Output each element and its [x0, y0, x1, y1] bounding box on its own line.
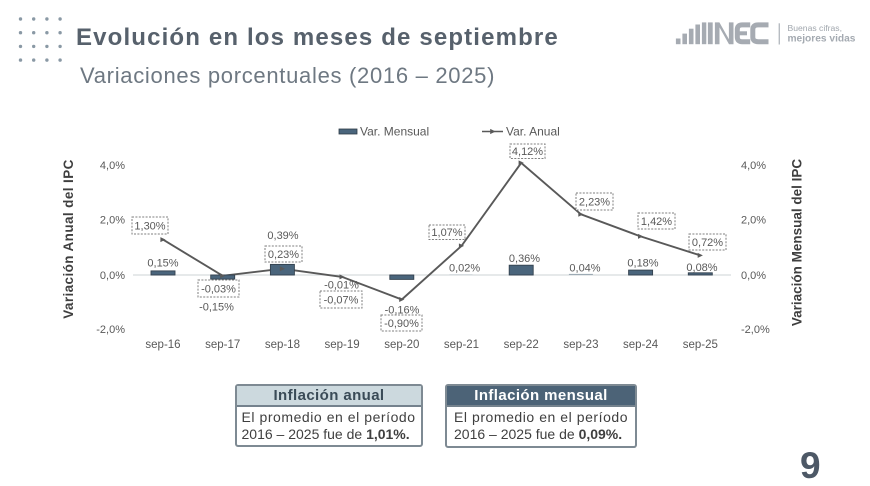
- svg-text:-0,03%: -0,03%: [201, 284, 236, 296]
- svg-text:0,18%: 0,18%: [627, 258, 658, 270]
- svg-text:sep-22: sep-22: [504, 339, 539, 351]
- svg-text:mejores vidas: mejores vidas: [788, 33, 856, 44]
- svg-text:0,72%: 0,72%: [692, 237, 723, 249]
- svg-text:sep-21: sep-21: [444, 339, 479, 351]
- svg-text:1,42%: 1,42%: [641, 216, 672, 228]
- svg-text:4,0%: 4,0%: [100, 160, 125, 172]
- svg-text:-0,07%: -0,07%: [324, 295, 359, 307]
- svg-text:sep-20: sep-20: [384, 339, 419, 351]
- svg-text:-0,01%: -0,01%: [324, 280, 359, 292]
- svg-text:Variación Mensual del IPC: Variación Mensual del IPC: [790, 159, 805, 327]
- svg-text:0,23%: 0,23%: [268, 249, 299, 261]
- svg-text:0,39%: 0,39%: [267, 230, 298, 242]
- svg-text:sep-24: sep-24: [623, 339, 659, 351]
- svg-text:sep-19: sep-19: [325, 339, 360, 351]
- svg-text:2,23%: 2,23%: [579, 197, 610, 209]
- svg-text:0,02%: 0,02%: [449, 263, 480, 275]
- svg-text:sep-16: sep-16: [145, 339, 180, 351]
- svg-text:sep-23: sep-23: [563, 339, 598, 351]
- svg-text:2,0%: 2,0%: [100, 214, 125, 226]
- svg-text:Var. Mensual: Var. Mensual: [360, 125, 429, 139]
- svg-text:sep-18: sep-18: [265, 339, 300, 351]
- svg-text:-0,15%: -0,15%: [199, 302, 234, 314]
- svg-text:Buenas cifras,: Buenas cifras,: [788, 23, 842, 33]
- svg-text:0,08%: 0,08%: [686, 262, 717, 274]
- svg-text:0,15%: 0,15%: [147, 258, 178, 270]
- svg-text:0,0%: 0,0%: [100, 270, 125, 282]
- svg-text:1,30%: 1,30%: [134, 221, 165, 233]
- svg-text:4,0%: 4,0%: [741, 160, 766, 172]
- svg-text:-0,16%: -0,16%: [385, 305, 420, 317]
- svg-text:0,36%: 0,36%: [509, 253, 540, 265]
- svg-text:sep-17: sep-17: [205, 339, 240, 351]
- svg-text:-0,90%: -0,90%: [384, 318, 419, 330]
- svg-text:sep-25: sep-25: [683, 339, 718, 351]
- svg-text:Var. Anual: Var. Anual: [506, 125, 560, 139]
- svg-text:0,04%: 0,04%: [569, 263, 600, 275]
- svg-text:0,0%: 0,0%: [741, 270, 766, 282]
- svg-text:4,12%: 4,12%: [512, 146, 543, 158]
- svg-text:-2,0%: -2,0%: [741, 324, 770, 336]
- svg-text:2,0%: 2,0%: [741, 214, 766, 226]
- svg-text:Variación Anual del IPC: Variación Anual del IPC: [61, 159, 76, 319]
- svg-text:1,07%: 1,07%: [431, 227, 462, 239]
- svg-text:-2,0%: -2,0%: [96, 324, 125, 336]
